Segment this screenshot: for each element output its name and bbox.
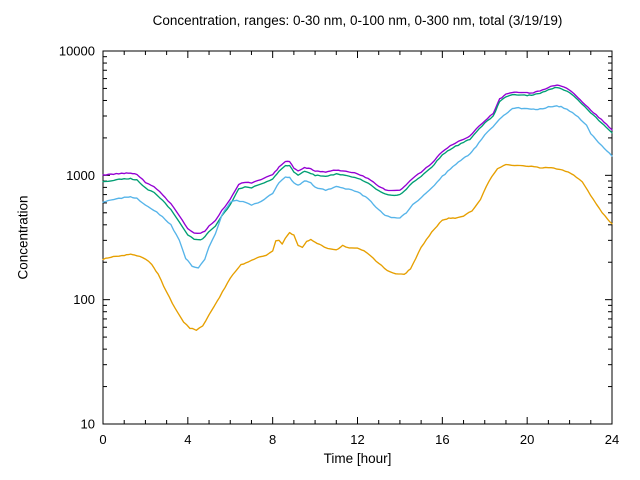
x-tick-label: 4 <box>184 432 191 447</box>
series-line-total <box>102 84 613 234</box>
y-tick-label: 10 <box>81 417 95 432</box>
x-tick-label: 12 <box>350 432 364 447</box>
chart-title: Concentration, ranges: 0-30 nm, 0-100 nm… <box>152 13 563 28</box>
x-tick-label: 8 <box>269 432 276 447</box>
y-tick-label: 1000 <box>66 168 95 183</box>
x-tick-label: 24 <box>605 432 619 447</box>
series-line-0-100-nm <box>102 105 613 269</box>
y-tick-label: 100 <box>73 292 95 307</box>
x-tick-label: 0 <box>99 432 106 447</box>
x-tick-label: 16 <box>435 432 449 447</box>
plot-frame <box>102 50 613 425</box>
series-line-0-30-nm <box>102 163 613 331</box>
y-tick-label: 10000 <box>59 44 95 59</box>
x-tick-label: 20 <box>520 432 534 447</box>
series-line-0-300-nm <box>102 86 613 241</box>
y-axis-label: Concentration <box>15 195 31 280</box>
x-axis-label: Time [hour] <box>323 451 392 466</box>
